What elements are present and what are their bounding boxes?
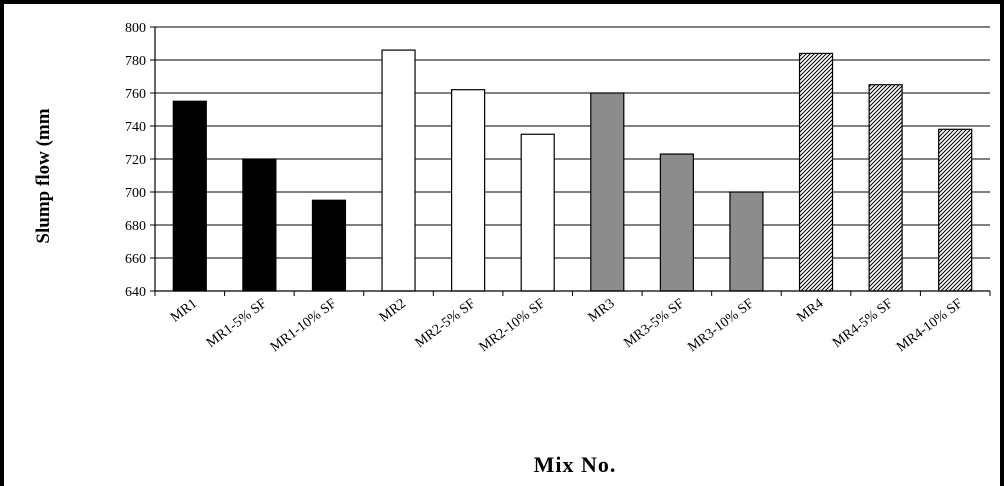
- y-tick-label: 760: [125, 87, 146, 102]
- y-tick-label: 740: [125, 120, 146, 135]
- bar-mr2-10-sf: [520, 133, 555, 292]
- x-tick-label: MR4-5% SF: [830, 296, 896, 351]
- y-tick-label: 700: [125, 186, 146, 201]
- x-tick-label: MR3-10% SF: [685, 296, 757, 355]
- x-tick-label: MR3: [586, 296, 618, 325]
- bar-mr3: [590, 92, 625, 292]
- y-tick-label: 800: [125, 21, 146, 36]
- x-tick-label: MR1-5% SF: [204, 296, 270, 351]
- bar-mr4-10-sf: [938, 128, 973, 292]
- y-tick-label: 780: [125, 54, 146, 69]
- y-axis-ticks: 640 660 680 700 720 740 760 780 800: [125, 21, 155, 300]
- x-tick-label: MR1: [168, 296, 200, 325]
- bar-mr1-5-sf: [242, 158, 277, 292]
- x-tick-label: MR2-5% SF: [413, 296, 479, 351]
- gridlines: [155, 26, 990, 259]
- y-tick-label: 660: [125, 252, 146, 267]
- bar-mr1: [172, 100, 207, 292]
- y-tick-label: 720: [125, 153, 146, 168]
- bar-mr4: [798, 52, 834, 292]
- bar-mr3-10-sf: [729, 191, 764, 292]
- bar-mr2-5-sf: [451, 89, 486, 292]
- x-tick-label: MR1-10% SF: [268, 296, 340, 355]
- bar-mr1-10-sf: [311, 199, 347, 292]
- bar-mr4-5-sf: [868, 84, 903, 292]
- x-tick-label: MR4: [794, 296, 826, 325]
- x-tick-label: MR2-10% SF: [477, 296, 549, 355]
- bar-mr3-5-sf: [659, 153, 694, 292]
- x-axis-label: Mix No.: [534, 452, 617, 477]
- y-axis-label: Slump flow (mm: [33, 108, 54, 243]
- y-tick-label: 680: [125, 219, 146, 234]
- x-tick-label: MR4-10% SF: [894, 296, 966, 355]
- x-tick-label: MR3-5% SF: [621, 296, 687, 351]
- y-tick-label: 640: [125, 285, 146, 300]
- bar-mr2: [381, 49, 416, 292]
- x-tick-label: MR2: [377, 296, 409, 325]
- bars: [172, 49, 973, 292]
